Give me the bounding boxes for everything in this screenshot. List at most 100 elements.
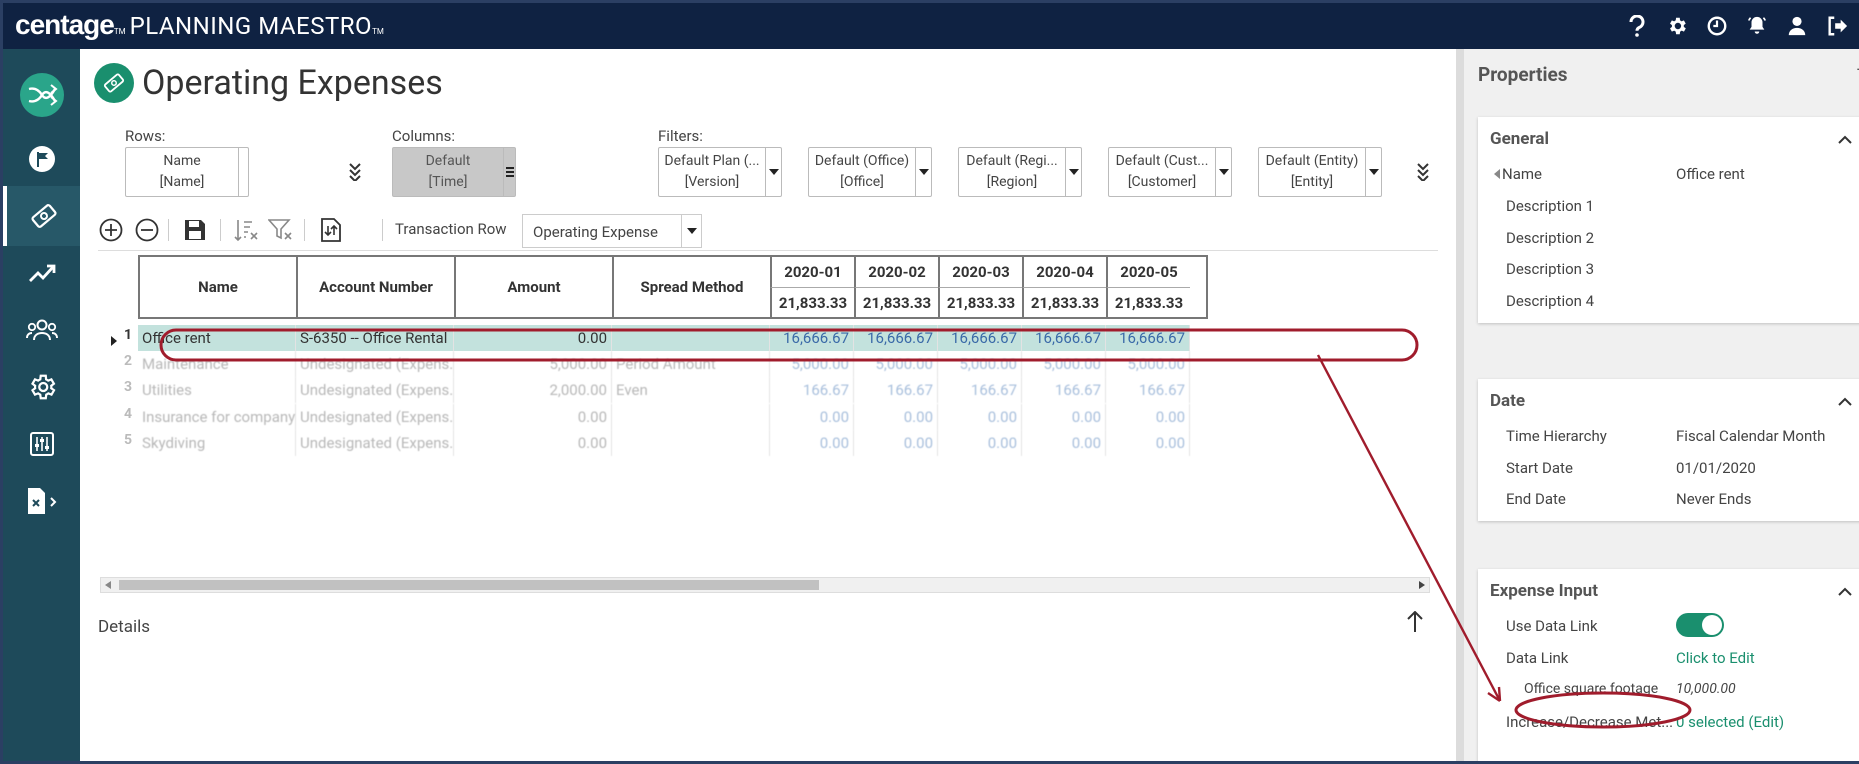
- col-header-period[interactable]: 2020-05: [1106, 257, 1190, 287]
- dropdown-caret-icon[interactable]: [1365, 148, 1381, 196]
- filter-entity-chip[interactable]: Default (Entity) [Entity]: [1258, 147, 1382, 197]
- cell-value[interactable]: 0.00: [1022, 404, 1106, 430]
- cell-name[interactable]: Maintenance: [138, 351, 296, 377]
- cell-spread[interactable]: [612, 404, 770, 430]
- cell-spread[interactable]: [612, 430, 770, 456]
- chevron-up-icon[interactable]: [1838, 129, 1852, 148]
- col-header-period[interactable]: 2020-02: [854, 257, 938, 287]
- cell-account[interactable]: S-6350 -- Office Rental: [296, 325, 454, 351]
- cell-amount[interactable]: 0.00: [454, 430, 612, 456]
- horizontal-scrollbar[interactable]: [100, 577, 1430, 593]
- row-expand-icon[interactable]: [110, 331, 118, 350]
- use-data-link-toggle[interactable]: [1676, 613, 1724, 637]
- cell-value[interactable]: 16,666.67: [1106, 325, 1190, 351]
- menu-icon[interactable]: [503, 148, 515, 196]
- cell-value[interactable]: 5,000.00: [1106, 351, 1190, 377]
- cell-amount[interactable]: 0.00: [454, 325, 612, 351]
- cell-value[interactable]: 5,000.00: [770, 351, 854, 377]
- cell-value[interactable]: 16,666.67: [770, 325, 854, 351]
- col-header-period[interactable]: 2020-03: [938, 257, 1022, 287]
- prop-value[interactable]: 01/01/2020: [1676, 459, 1756, 477]
- dropdown-caret-icon[interactable]: [1215, 148, 1231, 196]
- sidebar-report-icon[interactable]: [3, 471, 80, 531]
- cell-account[interactable]: Undesignated (Expens...: [296, 377, 454, 403]
- bell-icon[interactable]: [1744, 13, 1770, 39]
- cell-spread[interactable]: Even: [612, 377, 770, 403]
- cell-value[interactable]: 0.00: [1106, 430, 1190, 456]
- cell-account[interactable]: Undesignated (Expens...: [296, 430, 454, 456]
- prop-value[interactable]: Office rent: [1676, 165, 1745, 183]
- sidebar-expenses-icon[interactable]: [3, 186, 80, 246]
- table-row[interactable]: Utilities Undesignated (Expens... 2,000.…: [138, 377, 1190, 403]
- dropdown-caret-icon[interactable]: [915, 148, 931, 196]
- cell-value[interactable]: 5,000.00: [938, 351, 1022, 377]
- dropdown-caret-icon[interactable]: [681, 215, 701, 247]
- cell-name[interactable]: Office rent: [138, 325, 296, 351]
- cell-name[interactable]: Utilities: [138, 377, 296, 403]
- sidebar-settings-icon[interactable]: [3, 357, 80, 417]
- transpose-icon[interactable]: [318, 217, 344, 243]
- cell-value[interactable]: 5,000.00: [854, 351, 938, 377]
- cell-value[interactable]: 16,666.67: [1022, 325, 1106, 351]
- col-header-period[interactable]: 2020-01: [770, 257, 854, 287]
- cell-value[interactable]: 166.67: [1022, 377, 1106, 403]
- col-header-account[interactable]: Account Number: [296, 257, 454, 317]
- cell-value[interactable]: 16,666.67: [938, 325, 1022, 351]
- table-row[interactable]: Insurance for company... Undesignated (E…: [138, 404, 1190, 430]
- sidebar-trend-icon[interactable]: [3, 243, 80, 303]
- cell-value[interactable]: 166.67: [770, 377, 854, 403]
- cell-value[interactable]: 0.00: [1106, 404, 1190, 430]
- filters-expand-icon[interactable]: [1416, 161, 1430, 185]
- app-logo-icon[interactable]: [3, 61, 80, 129]
- cell-account[interactable]: Undesignated (Expens...: [296, 351, 454, 377]
- col-header-period[interactable]: 2020-04: [1022, 257, 1106, 287]
- details-label[interactable]: Details: [98, 617, 151, 637]
- user-icon[interactable]: [1784, 13, 1810, 39]
- chevron-up-icon[interactable]: [1838, 581, 1852, 600]
- table-row[interactable]: Maintenance Undesignated (Expens... 5,00…: [138, 351, 1190, 377]
- clear-filter-icon[interactable]: [268, 217, 294, 243]
- table-row[interactable]: Skydiving Undesignated (Expens... 0.00 0…: [138, 430, 1190, 456]
- arrow-up-icon[interactable]: [1406, 610, 1424, 637]
- clear-sort-icon[interactable]: [234, 217, 260, 243]
- filter-customer-chip[interactable]: Default (Cust... [Customer]: [1108, 147, 1232, 197]
- cell-value[interactable]: 166.67: [1106, 377, 1190, 403]
- cell-value[interactable]: 0.00: [1022, 430, 1106, 456]
- scrollbar-thumb[interactable]: [119, 580, 819, 590]
- remove-row-icon[interactable]: [134, 217, 160, 243]
- help-icon[interactable]: [1624, 13, 1650, 39]
- cell-value[interactable]: 0.00: [854, 430, 938, 456]
- table-row[interactable]: Office rent S-6350 -- Office Rental 0.00…: [138, 325, 1190, 351]
- cell-value[interactable]: 166.67: [938, 377, 1022, 403]
- clock-icon[interactable]: [1704, 13, 1730, 39]
- data-link-edit[interactable]: Click to Edit: [1676, 649, 1755, 667]
- add-row-icon[interactable]: [98, 217, 124, 243]
- properties-collapse[interactable]: -: [1857, 59, 1859, 80]
- dropdown-caret-icon[interactable]: [1065, 148, 1081, 196]
- cell-name[interactable]: Skydiving: [138, 430, 296, 456]
- cell-value[interactable]: 166.67: [854, 377, 938, 403]
- save-icon[interactable]: [182, 217, 208, 243]
- filter-region-chip[interactable]: Default (Regi... [Region]: [958, 147, 1082, 197]
- cell-value[interactable]: 0.00: [770, 404, 854, 430]
- filter-office-chip[interactable]: Default (Office) [Office]: [808, 147, 932, 197]
- cell-spread[interactable]: Period Amount: [612, 351, 770, 377]
- cell-value[interactable]: 5,000.00: [1022, 351, 1106, 377]
- col-header-name[interactable]: Name: [138, 257, 296, 317]
- rows-expand-icon[interactable]: [348, 161, 362, 185]
- cell-amount[interactable]: 0.00: [454, 404, 612, 430]
- prop-value[interactable]: Fiscal Calendar Month: [1676, 427, 1826, 445]
- cell-value[interactable]: 0.00: [770, 430, 854, 456]
- cell-value[interactable]: 0.00: [938, 404, 1022, 430]
- cell-amount[interactable]: 5,000.00: [454, 351, 612, 377]
- office-sq-footage-value[interactable]: 10,000.00: [1676, 681, 1736, 697]
- cell-spread[interactable]: [612, 325, 770, 351]
- cell-name[interactable]: Insurance for company...: [138, 404, 296, 430]
- dropdown-caret-icon[interactable]: [765, 148, 781, 196]
- logout-icon[interactable]: [1824, 13, 1850, 39]
- prop-value[interactable]: Never Ends: [1676, 490, 1752, 508]
- chevron-up-icon[interactable]: [1838, 391, 1852, 410]
- sidebar-sliders-icon[interactable]: [3, 414, 80, 474]
- columns-pivot-chip[interactable]: Default [Time]: [392, 147, 516, 197]
- sidebar-people-icon[interactable]: [3, 300, 80, 360]
